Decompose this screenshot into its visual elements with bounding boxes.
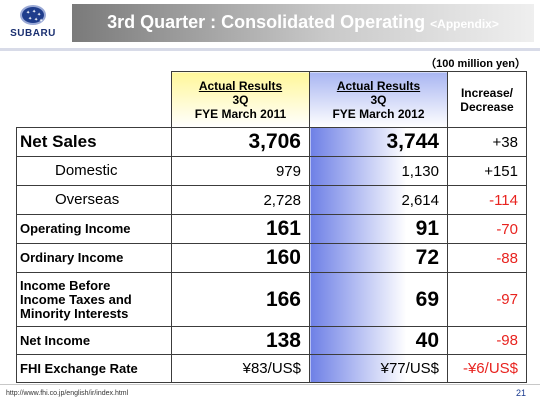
value-fy2011: 979 (171, 156, 310, 186)
header-fy2012: Actual Results 3Q FYE March 2012 (309, 71, 448, 128)
header-fy2011-line2: 3Q (232, 92, 249, 107)
row-label-line2: Income Taxes and (20, 291, 132, 307)
header-fy2011-line3: FYE March 2011 (194, 106, 287, 121)
header-fy2011-line1: Actual Results (198, 78, 283, 93)
value-fy2011: 2,728 (171, 185, 310, 215)
slide-header: ✦ ✦ ✦ ✦ ✦ ✦ SUBARU 3rd Quarter : Consoli… (0, 0, 540, 51)
operating-results-table: Actual Results 3Q FYE March 2011 Actual … (16, 71, 527, 383)
header-fy2012-line1: Actual Results (336, 78, 421, 93)
value-change: -¥6/US$ (447, 354, 527, 383)
table-row: Income Before Income Taxes and Minority … (16, 272, 527, 327)
table-row: Overseas 2,728 2,614 -114 (16, 185, 527, 215)
title-bar: 3rd Quarter : Consolidated Operating <Ap… (72, 4, 534, 42)
value-fy2011: ¥83/US$ (171, 354, 310, 383)
header-fy2012-line2: 3Q (370, 92, 387, 107)
value-fy2011: 3,706 (171, 127, 310, 157)
header-change-line2: Decrease (460, 99, 514, 114)
value-change: -97 (447, 272, 527, 327)
value-fy2012: 3,744 (309, 127, 448, 157)
value-change: -88 (447, 243, 527, 273)
row-label-net-income: Net Income (16, 326, 172, 355)
value-fy2012: 2,614 (309, 185, 448, 215)
header-change-line1: Increase/ (460, 85, 514, 100)
row-label-overseas: Overseas (16, 185, 172, 215)
row-label-income-before-taxes: Income Before Income Taxes and Minority … (16, 272, 172, 327)
slide-title-main: 3rd Quarter : Consolidated Operating (107, 12, 431, 32)
row-label-line1: Income Before (20, 277, 111, 293)
table-row: Net Sales 3,706 3,744 +38 (16, 127, 527, 157)
row-label-domestic: Domestic (16, 156, 172, 186)
table-row: Domestic 979 1,130 +151 (16, 156, 527, 186)
row-label-exchange-rate: FHI Exchange Rate (16, 354, 172, 383)
row-label-net-sales: Net Sales (16, 127, 172, 157)
value-fy2012: 40 (309, 326, 448, 355)
footer-divider (0, 384, 540, 385)
row-label-line3: Minority Interests (20, 305, 129, 321)
value-fy2012: 1,130 (309, 156, 448, 186)
header-change: Increase/ Decrease (447, 71, 527, 128)
value-fy2011: 160 (171, 243, 310, 273)
pleiades-stars-icon: ✦ ✦ ✦ ✦ ✦ ✦ (20, 5, 46, 25)
value-fy2012: 72 (309, 243, 448, 273)
table-row: Net Income 138 40 -98 (16, 326, 527, 355)
value-fy2011: 138 (171, 326, 310, 355)
value-fy2012: ¥77/US$ (309, 354, 448, 383)
value-fy2012: 69 (309, 272, 448, 327)
table-header-row: Actual Results 3Q FYE March 2011 Actual … (16, 71, 527, 128)
header-fy2011: Actual Results 3Q FYE March 2011 (171, 71, 310, 128)
value-change: +38 (447, 127, 527, 157)
header-fy2012-line3: FYE March 2012 (332, 106, 425, 121)
value-fy2011: 161 (171, 214, 310, 244)
slide-title-suffix: <Appendix> (430, 17, 499, 31)
row-label-ordinary-income: Ordinary Income (16, 243, 172, 273)
row-label-operating-income: Operating Income (16, 214, 172, 244)
value-change: -98 (447, 326, 527, 355)
page-number: 21 (515, 388, 526, 398)
table-row: Ordinary Income 160 72 -88 (16, 243, 527, 273)
table-row: Operating Income 161 91 -70 (16, 214, 527, 244)
logo-wordmark: SUBARU (10, 28, 56, 39)
footer-url: http://www.fhi.co.jp/english/ir/index.ht… (6, 390, 129, 397)
header-divider (0, 48, 540, 51)
subaru-logo: ✦ ✦ ✦ ✦ ✦ ✦ SUBARU (4, 2, 62, 46)
table-row: FHI Exchange Rate ¥83/US$ ¥77/US$ -¥6/US… (16, 354, 527, 383)
value-fy2012: 91 (309, 214, 448, 244)
value-change: -70 (447, 214, 527, 244)
value-fy2011: 166 (171, 272, 310, 327)
header-blank-cell (16, 71, 172, 128)
unit-label: （100 million yen） (425, 58, 526, 70)
slide-title: 3rd Quarter : Consolidated Operating <Ap… (72, 12, 534, 33)
value-change: -114 (447, 185, 527, 215)
value-change: +151 (447, 156, 527, 186)
